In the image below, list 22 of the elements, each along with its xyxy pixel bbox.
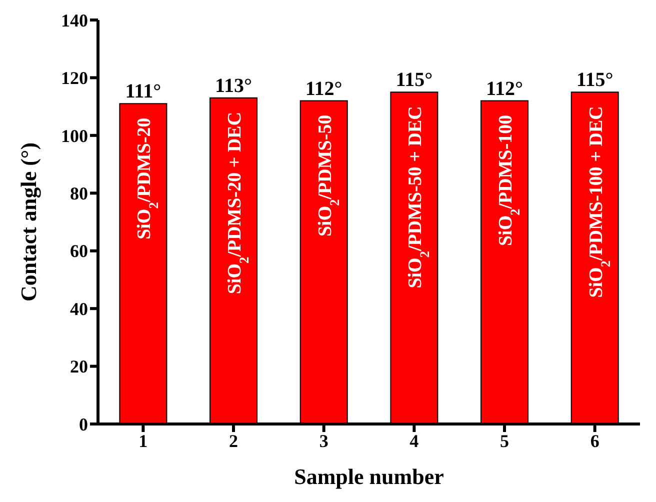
- y-tick-label: 40: [70, 298, 88, 319]
- x-tick-label: 5: [500, 430, 509, 451]
- x-axis-title: Sample number: [294, 464, 444, 489]
- data-label: 115°: [396, 69, 433, 92]
- y-tick-label: 20: [70, 356, 88, 377]
- x-tick-label: 1: [138, 430, 148, 451]
- x-tick-label: 2: [229, 430, 238, 451]
- y-tick-label: 60: [70, 241, 88, 262]
- data-label: 111°: [125, 80, 162, 103]
- y-axis-title: Contact angle (°): [16, 142, 41, 302]
- x-tick-label: 6: [590, 430, 600, 451]
- data-label: 112°: [305, 78, 342, 100]
- y-tick-label: 120: [61, 68, 88, 88]
- y-tick-label: 140: [61, 10, 88, 30]
- data-label: 112°: [486, 78, 523, 100]
- data-label: 115°: [576, 69, 614, 92]
- x-tick-label: 4: [410, 430, 419, 451]
- y-tick-label: 0: [79, 414, 88, 434]
- y-tick-label: 100: [61, 126, 88, 146]
- y-tick-label: 80: [70, 184, 88, 204]
- data-label: 113°: [215, 74, 252, 97]
- x-tick-label: 3: [319, 430, 328, 451]
